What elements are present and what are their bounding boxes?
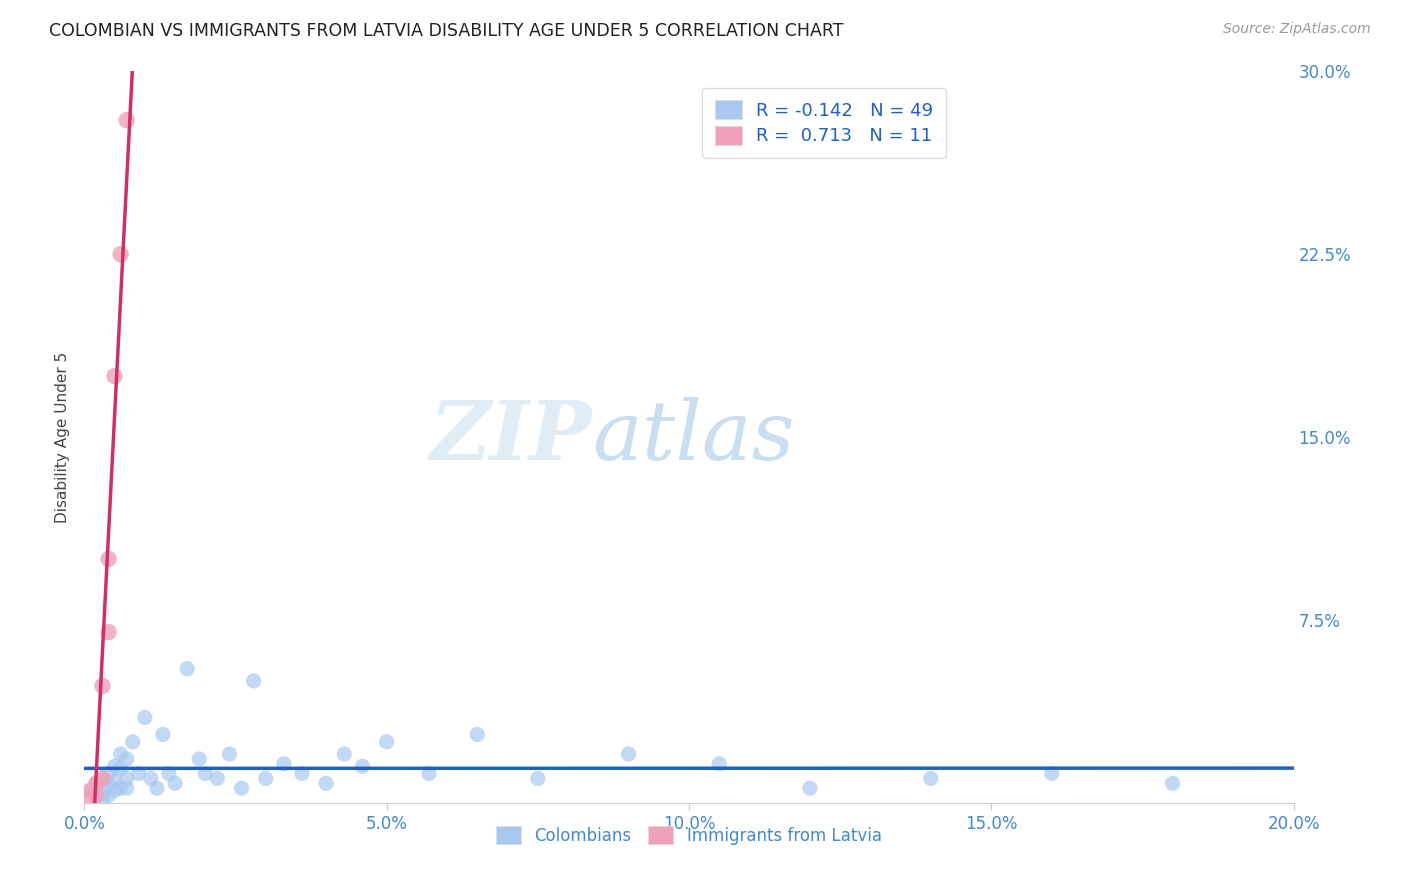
Point: [91, 772, 114, 786]
Point: [110, 781, 132, 796]
Point: [104, 773, 127, 788]
Point: [86, 789, 108, 803]
Point: [97, 625, 120, 640]
Point: [315, 776, 337, 790]
Y-axis label: Disability Age Under 5: Disability Age Under 5: [55, 351, 70, 523]
Point: [218, 747, 240, 761]
Point: [115, 752, 138, 766]
Point: [97, 789, 120, 803]
Point: [176, 662, 198, 676]
Point: [134, 710, 156, 724]
Point: [1040, 766, 1063, 780]
Text: atlas: atlas: [592, 397, 794, 477]
Point: [152, 727, 174, 741]
Point: [97, 779, 120, 793]
Point: [86, 789, 108, 803]
Point: [79, 783, 101, 797]
Point: [165, 776, 187, 790]
Point: [139, 772, 162, 786]
Text: COLOMBIAN VS IMMIGRANTS FROM LATVIA DISABILITY AGE UNDER 5 CORRELATION CHART: COLOMBIAN VS IMMIGRANTS FROM LATVIA DISA…: [49, 22, 844, 40]
Text: Source: ZipAtlas.com: Source: ZipAtlas.com: [1223, 22, 1371, 37]
Point: [104, 783, 127, 797]
Point: [110, 247, 132, 261]
Point: [91, 772, 114, 786]
Point: [799, 781, 821, 796]
Point: [79, 783, 101, 797]
Point: [115, 781, 138, 796]
Point: [188, 752, 211, 766]
Point: [242, 673, 264, 688]
Point: [104, 759, 127, 773]
Point: [91, 679, 114, 693]
Point: [207, 772, 229, 786]
Point: [91, 783, 114, 797]
Point: [104, 369, 127, 384]
Point: [333, 747, 356, 761]
Point: [79, 791, 101, 805]
Point: [352, 759, 374, 773]
Point: [920, 772, 942, 786]
Point: [97, 552, 120, 566]
Point: [128, 766, 150, 780]
Point: [467, 727, 489, 741]
Point: [527, 772, 550, 786]
Point: [194, 766, 217, 780]
Point: [617, 747, 640, 761]
Point: [91, 791, 114, 805]
Point: [709, 756, 731, 771]
Point: [115, 772, 138, 786]
Point: [231, 781, 253, 796]
Point: [110, 762, 132, 776]
Point: [418, 766, 440, 780]
Point: [375, 735, 398, 749]
Point: [86, 776, 108, 790]
Point: [254, 772, 277, 786]
Point: [1161, 776, 1184, 790]
Point: [121, 735, 143, 749]
Point: [146, 781, 169, 796]
Point: [273, 756, 295, 771]
Point: [291, 766, 314, 780]
Point: [115, 113, 138, 128]
Point: [157, 766, 180, 780]
Legend: Colombians, Immigrants from Latvia: Colombians, Immigrants from Latvia: [488, 818, 890, 853]
Point: [86, 776, 108, 790]
Point: [110, 747, 132, 761]
Text: ZIP: ZIP: [430, 397, 592, 477]
Point: [97, 766, 120, 780]
